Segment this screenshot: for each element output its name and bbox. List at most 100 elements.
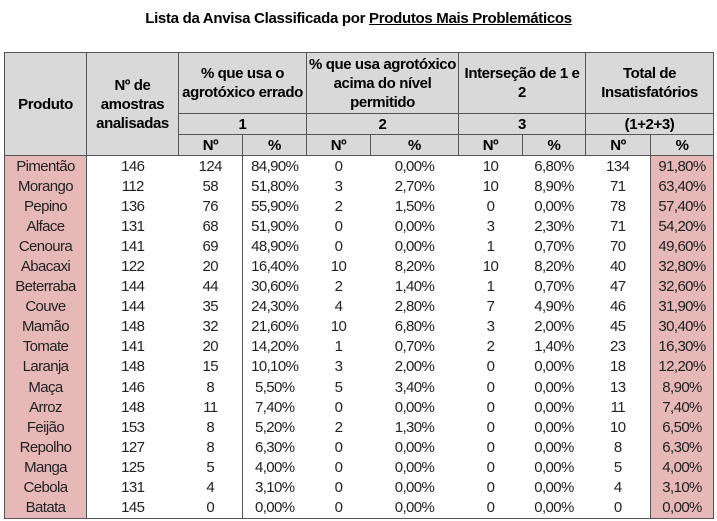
header-count: Nº	[585, 134, 652, 156]
wrong-percent: 5,50%	[242, 377, 307, 398]
above-percent: 6,80%	[394, 318, 435, 336]
wrong-percent: 30,60%	[242, 276, 307, 297]
above-percent: 0,70%	[394, 338, 435, 356]
intersection-count: 0	[486, 458, 495, 476]
header-count: Nº	[178, 134, 243, 156]
intersection-count: 3	[486, 217, 495, 235]
total-percent: 30,40%	[650, 316, 715, 337]
product-name: Laranja	[4, 356, 87, 378]
header-percent: %	[650, 134, 715, 156]
header-num4: (1+2+3)	[585, 113, 715, 135]
samples-count: 148	[121, 358, 145, 376]
product-name: Morango	[4, 176, 87, 197]
intersection-percent: 6,80%	[534, 157, 574, 175]
above-percent: 8,20%	[394, 258, 435, 276]
total-percent: 16,30%	[650, 336, 715, 357]
total-count: 10	[610, 418, 626, 436]
product-name: Manga	[4, 457, 87, 478]
product-name: Arroz	[4, 397, 87, 418]
total-count: 47	[610, 278, 626, 296]
intersection-count: 3	[486, 318, 495, 336]
intersection-percent: 0,00%	[534, 438, 574, 456]
total-count: 18	[610, 358, 626, 376]
intersection-percent: 0,00%	[534, 358, 574, 376]
wrong-count: 68	[202, 217, 219, 235]
total-percent: 32,80%	[650, 256, 715, 277]
wrong-count: 8	[206, 418, 215, 436]
header-num3: 3	[458, 113, 587, 135]
above-count: 2	[334, 197, 343, 215]
intersection-percent: 4,90%	[534, 298, 574, 316]
wrong-percent: 55,90%	[242, 196, 307, 217]
total-percent: 63,40%	[650, 176, 715, 197]
wrong-percent: 51,80%	[242, 176, 307, 197]
table-row: Maça 146 8 5,50% 5 3,40% 0 0,00% 13 8,90%	[4, 377, 715, 398]
above-percent: 2,80%	[394, 298, 435, 316]
above-percent: 1,50%	[394, 197, 435, 215]
total-count: 134	[606, 157, 630, 175]
wrong-count: 44	[202, 278, 219, 296]
above-percent: 0,00%	[394, 157, 435, 175]
wrong-count: 35	[202, 298, 219, 316]
intersection-count: 10	[482, 157, 499, 175]
above-count: 5	[334, 378, 343, 396]
above-count: 10	[330, 318, 347, 336]
above-count: 2	[334, 418, 343, 436]
total-percent: 7,40%	[650, 397, 715, 418]
wrong-percent: 24,30%	[242, 296, 307, 317]
intersection-count: 0	[486, 378, 495, 396]
intersection-count: 0	[486, 358, 495, 376]
total-percent: 4,00%	[650, 457, 715, 478]
intersection-count: 0	[458, 497, 523, 519]
samples-count: 141	[121, 237, 145, 255]
wrong-percent: 4,00%	[242, 457, 307, 478]
total-count: 11	[610, 398, 626, 416]
above-percent: 1,40%	[394, 278, 435, 296]
samples-count: 148	[121, 398, 145, 416]
total-percent: 32,60%	[650, 276, 715, 297]
wrong-count: 4	[206, 479, 215, 497]
wrong-percent: 21,60%	[242, 316, 307, 337]
wrong-percent: 3,10%	[242, 477, 307, 498]
total-count: 13	[610, 378, 626, 396]
above-count: 4	[334, 298, 343, 316]
table-row: Pepino 136 76 55,90% 2 1,50% 0 0,00% 78 57,40%	[4, 196, 715, 217]
intersection-count: 1	[486, 278, 495, 296]
header-count: Nº	[306, 134, 371, 156]
wrong-percent: 51,90%	[242, 216, 307, 237]
above-count: 0	[334, 398, 343, 416]
total-percent: 3,10%	[650, 477, 715, 498]
wrong-count: 0	[178, 497, 243, 519]
wrong-percent: 48,90%	[242, 236, 307, 257]
product-name: Mamão	[4, 316, 87, 337]
total-count: 23	[610, 338, 626, 356]
wrong-count: 69	[202, 237, 219, 255]
total-count: 45	[610, 318, 626, 336]
products-table: Produto Nº de amostras analisadas % que …	[4, 52, 715, 519]
total-count: 70	[610, 237, 626, 255]
samples-count: 153	[121, 418, 145, 436]
intersection-count: 10	[482, 177, 499, 195]
total-count: 5	[613, 458, 622, 476]
product-name: Pepino	[4, 196, 87, 217]
product-name: Repolho	[4, 437, 87, 458]
product-name: Maça	[4, 377, 87, 398]
above-count: 0	[334, 237, 343, 255]
intersection-percent: 0,00%	[534, 479, 574, 497]
table-row: Manga 125 5 4,00% 0 0,00% 0 0,00% 5 4,00%	[4, 457, 715, 478]
wrong-count: 76	[202, 197, 219, 215]
samples-count: 144	[121, 278, 145, 296]
page-title: Lista da Anvisa Classificada por Produto…	[145, 10, 572, 27]
intersection-percent: 1,40%	[534, 338, 574, 356]
above-percent: 0,00%	[394, 458, 435, 476]
total-count: 8	[613, 438, 622, 456]
table-row: Arroz 148 11 7,40% 0 0,00% 0 0,00% 11 7,40%	[4, 397, 715, 418]
table-row: Laranja 148 15 10,10% 3 2,00% 0 0,00% 18 12,20%	[4, 356, 715, 378]
product-name: Feijão	[4, 417, 87, 438]
samples-count: 148	[121, 318, 145, 336]
total-count: 71	[610, 177, 626, 195]
table-row: Abacaxi 122 20 16,40% 10 8,20% 10 8,20% 40 32,80%	[4, 256, 715, 277]
product-name: Couve	[4, 296, 87, 317]
above-count: 3	[334, 177, 343, 195]
intersection-percent: 0,00%	[534, 197, 574, 215]
